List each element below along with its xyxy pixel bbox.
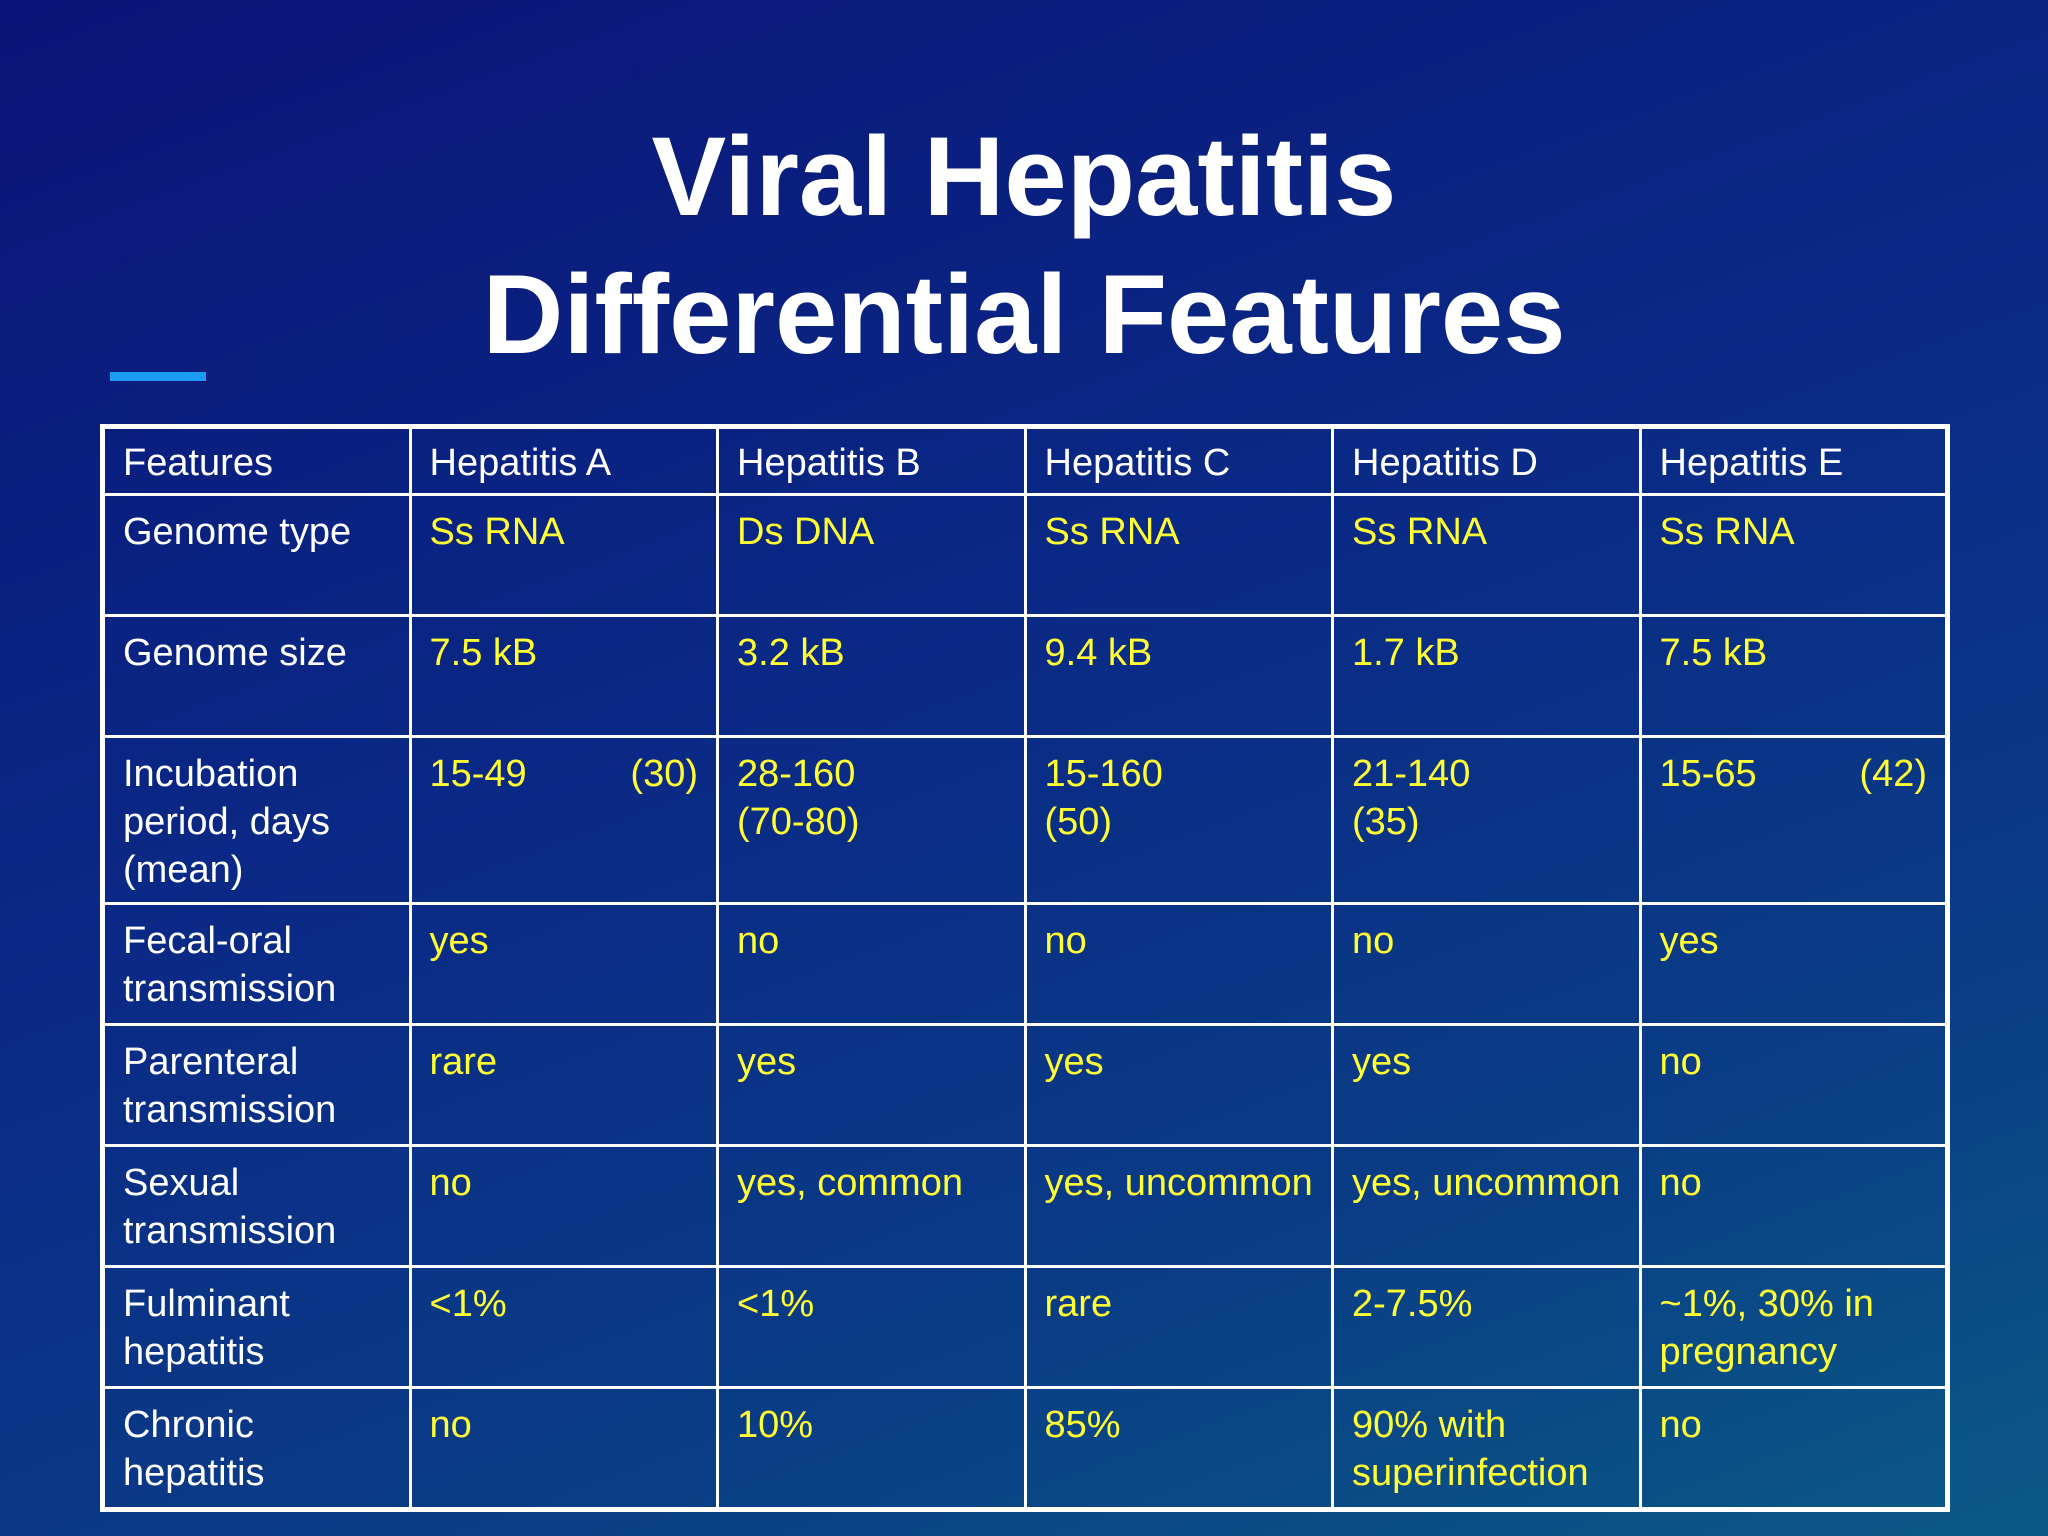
- table-cell: yes: [1331, 1023, 1642, 1147]
- table-row-chronic: Chronic hepatitis no 10% 85% 90% with su…: [101, 1386, 1949, 1511]
- row-label: Parenteral transmission: [101, 1023, 412, 1147]
- table-cell: 1.7 kB: [1331, 614, 1642, 738]
- slide-title: Viral Hepatitis Differential Features: [0, 108, 2048, 384]
- table-cell: no: [1638, 1386, 1949, 1511]
- header-cell-hepatitis-c: Hepatitis C: [1023, 425, 1334, 496]
- table-cell: 9.4 kB: [1023, 614, 1334, 738]
- row-label: Genome size: [101, 614, 412, 738]
- table-row-fulminant: Fulminant hepatitis <1% <1% rare 2-7.5% …: [101, 1265, 1949, 1389]
- table-cell: Ss RNA: [1638, 493, 1949, 617]
- table-cell: 15-49 (30): [408, 735, 719, 905]
- incubation-range: 15-65: [1659, 753, 1757, 795]
- table-cell: no: [408, 1386, 719, 1511]
- table-cell: 85%: [1023, 1386, 1334, 1511]
- table-cell: <1%: [716, 1265, 1027, 1389]
- header-cell-hepatitis-e: Hepatitis E: [1638, 425, 1949, 496]
- table-cell: yes, common: [716, 1144, 1027, 1268]
- table-cell: yes: [1023, 1023, 1334, 1147]
- table-row-parenteral: Parenteral transmission rare yes yes yes…: [101, 1023, 1949, 1147]
- header-cell-hepatitis-b: Hepatitis B: [716, 425, 1027, 496]
- title-line-1: Viral Hepatitis: [651, 114, 1397, 239]
- row-label: Genome type: [101, 493, 412, 617]
- incubation-range: 15-49: [429, 753, 527, 795]
- incubation-mean: (35): [1352, 801, 1420, 843]
- incubation-range: 15-160: [1044, 753, 1163, 795]
- table-cell: yes: [408, 902, 719, 1026]
- table-cell: no: [1331, 902, 1642, 1026]
- table-cell: 7.5 kB: [1638, 614, 1949, 738]
- table-row-genome-type: Genome type Ss RNA Ds DNA Ss RNA Ss RNA …: [101, 493, 1949, 617]
- table-cell: 7.5 kB: [408, 614, 719, 738]
- header-cell-features: Features: [101, 425, 412, 496]
- table-cell: rare: [1023, 1265, 1334, 1389]
- table-cell: 10%: [716, 1386, 1027, 1511]
- table-cell: Ds DNA: [716, 493, 1027, 617]
- row-label: Sexual transmission: [101, 1144, 412, 1268]
- title-line-2: Differential Features: [482, 252, 1566, 377]
- incubation-range: 28-160: [737, 753, 856, 795]
- header-cell-hepatitis-a: Hepatitis A: [408, 425, 719, 496]
- table-cell: Ss RNA: [1331, 493, 1642, 617]
- table-cell: no: [408, 1144, 719, 1268]
- table-cell: <1%: [408, 1265, 719, 1389]
- table-cell: 15-65 (42): [1638, 735, 1949, 905]
- table-cell: no: [1023, 902, 1334, 1026]
- row-label: Fulminant hepatitis: [101, 1265, 412, 1389]
- table-cell: yes, uncommon: [1331, 1144, 1642, 1268]
- incubation-range: 21-140: [1352, 753, 1471, 795]
- table-cell: yes: [1638, 902, 1949, 1026]
- incubation-mean: (42): [1859, 753, 1927, 795]
- table-header-row: Features Hepatitis A Hepatitis B Hepatit…: [101, 425, 1949, 496]
- table-cell: no: [1638, 1023, 1949, 1147]
- hepatitis-comparison-table: Features Hepatitis A Hepatitis B Hepatit…: [100, 424, 1950, 1512]
- table-cell: rare: [408, 1023, 719, 1147]
- table-row-sexual: Sexual transmission no yes, common yes, …: [101, 1144, 1949, 1268]
- table-cell: no: [716, 902, 1027, 1026]
- table-row-fecal-oral: Fecal-oral transmission yes no no no yes: [101, 902, 1949, 1026]
- table-cell: 90% with superinfection: [1331, 1386, 1642, 1511]
- table-cell: 28-160 (70-80): [716, 735, 1027, 905]
- row-label: Chronic hepatitis: [101, 1386, 412, 1511]
- table-cell: 21-140 (35): [1331, 735, 1642, 905]
- table-cell: Ss RNA: [408, 493, 719, 617]
- table-cell: ~1%, 30% in pregnancy: [1638, 1265, 1949, 1389]
- table-cell: no: [1638, 1144, 1949, 1268]
- table-cell: Ss RNA: [1023, 493, 1334, 617]
- incubation-mean: (70-80): [737, 801, 860, 843]
- table-cell: 3.2 kB: [716, 614, 1027, 738]
- table-cell: yes: [716, 1023, 1027, 1147]
- row-label: Incubation period, days (mean): [101, 735, 412, 905]
- table-row-genome-size: Genome size 7.5 kB 3.2 kB 9.4 kB 1.7 kB …: [101, 614, 1949, 738]
- table-row-incubation-period: Incubation period, days (mean) 15-49 (30…: [101, 735, 1949, 905]
- incubation-mean: (30): [630, 753, 698, 795]
- table-cell: yes, uncommon: [1023, 1144, 1334, 1268]
- table-cell: 15-160 (50): [1023, 735, 1334, 905]
- incubation-mean: (50): [1044, 801, 1113, 843]
- row-label: Fecal-oral transmission: [101, 902, 412, 1026]
- header-cell-hepatitis-d: Hepatitis D: [1331, 425, 1642, 496]
- table-cell: 2-7.5%: [1331, 1265, 1642, 1389]
- accent-bar: [110, 372, 206, 381]
